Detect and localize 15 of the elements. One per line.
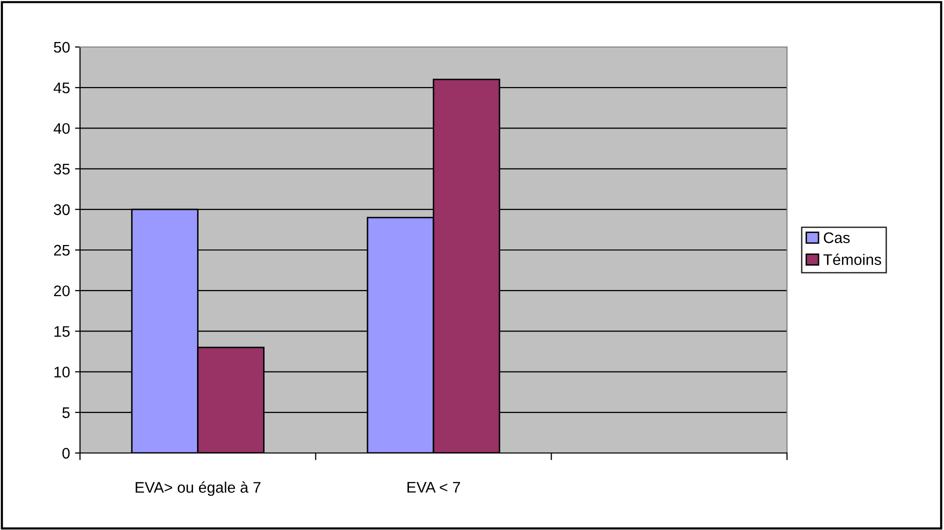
- x-tick-label: EVA < 7: [407, 482, 460, 492]
- y-tick-label: 5: [62, 407, 70, 418]
- legend-label: Cas: [824, 232, 850, 244]
- y-tick-label: 30: [54, 204, 70, 216]
- y-tick-label: 25: [54, 244, 70, 256]
- y-tick-label: 50: [54, 42, 70, 53]
- x-tick-label: EVA> ou égale à 7: [136, 481, 260, 496]
- y-tick-label: 35: [54, 164, 70, 174]
- y-tick-label: 0: [62, 448, 70, 459]
- y-tick-label: 15: [54, 326, 70, 337]
- y-tick-label: 45: [54, 82, 70, 94]
- y-tick-label: 40: [54, 123, 70, 134]
- legend-label: Témoins: [823, 254, 882, 266]
- y-tick-label: 10: [54, 366, 70, 378]
- y-tick-label: 20: [54, 285, 70, 296]
